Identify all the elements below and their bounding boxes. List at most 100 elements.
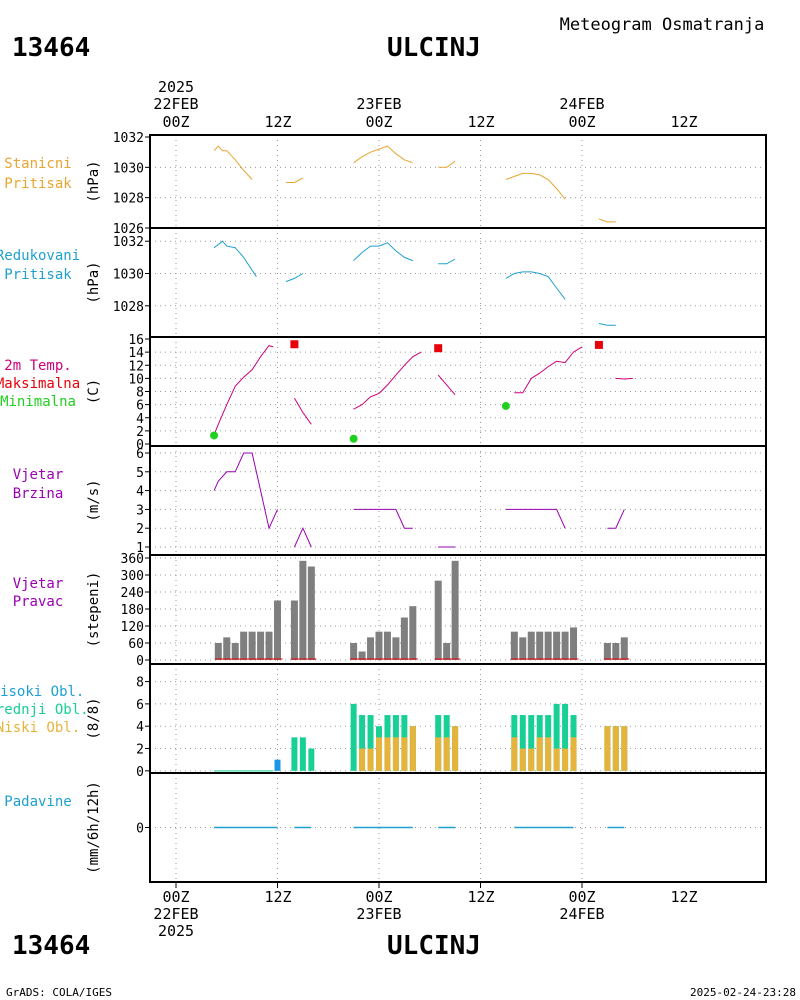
y-tick-label: 2 (136, 743, 144, 758)
mid-cloud-bar (562, 703, 569, 771)
series-line (607, 509, 625, 529)
panel-label: Minimalna (0, 394, 76, 410)
y-tick-label: 1028 (113, 192, 144, 207)
y-axis-label: (m/s) (86, 479, 102, 521)
max-temp-marker (290, 340, 299, 349)
series-line (505, 508, 566, 529)
panel-label: Pritisak (4, 176, 72, 192)
y-tick-label: 4 (136, 485, 144, 500)
series-line (598, 323, 616, 326)
mid-cloud-bar (553, 703, 560, 771)
panel-wind-direction: 360 300 240 180 120 60 0 Vjetar Pravac (stepeni) (13, 552, 767, 669)
series-line (286, 177, 304, 183)
series-line (353, 508, 413, 529)
low-cloud-bar (536, 737, 543, 771)
y-tick-label: 60 (128, 637, 144, 652)
wind-direction-bar (240, 631, 248, 660)
wind-direction-bar (392, 637, 400, 660)
product-title: Meteogram Osmatranja (560, 15, 765, 35)
wind-direction-bar (519, 637, 527, 660)
wind-direction-bar (214, 643, 222, 660)
wind-direction-bar (265, 631, 273, 660)
series-line (438, 160, 456, 168)
low-cloud-bar (367, 748, 374, 771)
series-line (293, 526, 312, 548)
panel-precipitation: 0 Padavine (mm/6h/12h) (4, 772, 767, 883)
y-axis-label: (mm/6h/12h) (86, 781, 102, 874)
top-hour-label: 00Z (162, 113, 189, 131)
panel-frame (149, 445, 767, 556)
mid-cloud-bar (367, 715, 374, 771)
y-tick-label: 10 (128, 372, 144, 387)
low-cloud-bar (562, 748, 569, 771)
top-year-label: 2025 (158, 78, 194, 96)
series-line (353, 351, 422, 410)
bottom-hour-label: 00Z (568, 888, 595, 906)
y-tick-label: 120 (121, 620, 144, 635)
panel-label: 2m Temp. (4, 358, 71, 374)
low-cloud-bar (443, 737, 450, 771)
panel-frame (149, 336, 767, 447)
panel-label: Pritisak (4, 267, 72, 283)
credit-label: GrADS: COLA/IGES (6, 986, 112, 999)
mid-cloud-bar (291, 737, 298, 771)
mid-cloud-bar (528, 715, 535, 771)
series-line (353, 242, 413, 262)
low-cloud-bar (359, 748, 366, 771)
wind-direction-bar (248, 631, 256, 660)
series-line (285, 273, 304, 283)
y-tick-label: 0 (136, 438, 144, 453)
low-cloud-bar (452, 726, 459, 771)
series-line (213, 345, 274, 435)
bottom-day-label: 24FEB (559, 905, 604, 923)
wind-direction-bar (358, 651, 366, 660)
y-tick-label: 240 (121, 586, 144, 601)
series-line (213, 145, 253, 180)
wind-direction-bar (274, 600, 281, 660)
mid-cloud-bar (308, 748, 315, 771)
panel-station-pressure: 1032 1030 1028 1026 Stanicni Pritisak (hPa) (4, 131, 767, 237)
wind-direction-bar (409, 606, 417, 660)
top-day-label: 24FEB (559, 95, 604, 113)
wind-direction-bar (307, 566, 315, 660)
y-tick-label: 8 (136, 676, 144, 691)
low-cloud-bar (604, 726, 611, 771)
top-hour-label: 00Z (568, 113, 595, 131)
y-tick-label: 2 (136, 425, 144, 440)
low-cloud-bar (528, 748, 535, 771)
top-time-axis: 2025 22FEB 23FEB 24FEB 00Z 12Z 00Z 12Z 0… (153, 78, 697, 131)
bottom-hour-label: 00Z (162, 888, 189, 906)
mid-cloud-bar (299, 737, 306, 771)
panel-label: Srednji Obl. (0, 702, 89, 718)
mid-cloud-bar (519, 715, 526, 771)
bottom-hour-label: 00Z (365, 888, 392, 906)
low-cloud-bar (384, 737, 391, 771)
wind-direction-bar (553, 631, 561, 660)
top-hour-label: 00Z (365, 113, 392, 131)
bottom-hour-label: 12Z (264, 888, 291, 906)
series-line (505, 271, 566, 300)
timestamp-label: 2025-02-24-23:28 (690, 986, 796, 999)
y-tick-label: 0 (136, 822, 144, 837)
y-tick-label: 12 (128, 359, 144, 374)
bottom-hour-label: 12Z (467, 888, 494, 906)
low-cloud-bar (401, 737, 408, 771)
wind-direction-bar (434, 580, 442, 660)
y-tick-label: 0 (136, 654, 144, 669)
bottom-day-label: 23FEB (356, 905, 401, 923)
series-line (438, 258, 456, 265)
series-line (293, 397, 312, 425)
y-axis-label: (hPa) (86, 160, 102, 202)
wind-direction-bar (290, 600, 298, 660)
panel-label: Brzina (13, 486, 64, 502)
y-tick-label: 2 (136, 522, 144, 537)
wind-direction-bar (257, 631, 265, 660)
panel-wind-speed: 6 5 4 3 2 1 Vjetar Brzina (m/s) (13, 445, 767, 556)
bottom-time-axis: 00Z 12Z 00Z 12Z 00Z 12Z 22FEB 23FEB 24FE… (153, 888, 697, 940)
series-line (514, 346, 583, 394)
series-line (598, 218, 616, 223)
bottom-day-label: 22FEB (153, 905, 198, 923)
y-axis-label: (stepeni) (86, 572, 102, 648)
wind-direction-bar (383, 631, 391, 660)
